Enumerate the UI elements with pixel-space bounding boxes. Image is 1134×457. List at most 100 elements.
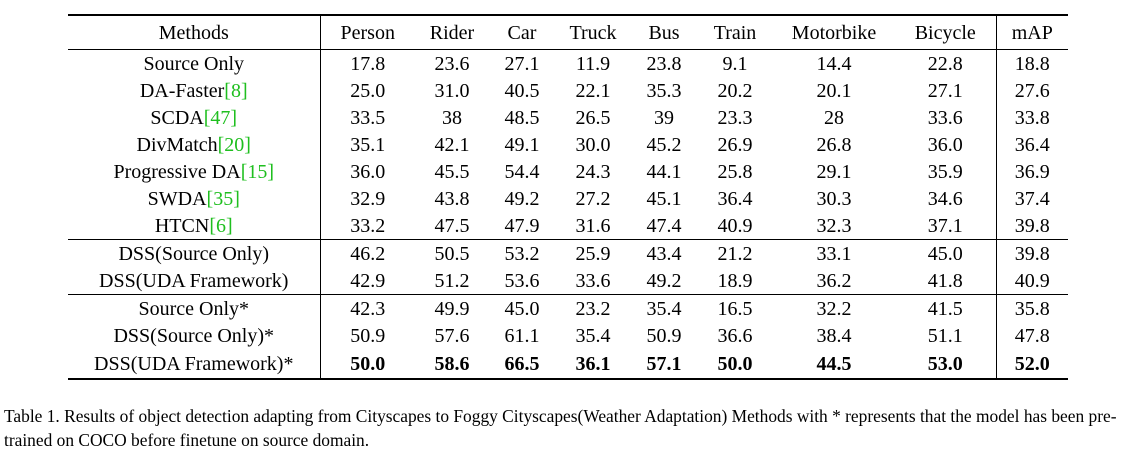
table-row: DSS(UDA Framework) 42.9 51.2 53.6 33.6 49.2 18… [68, 267, 1068, 295]
header-car: Car [489, 14, 555, 50]
value-cell: 32.9 [350, 187, 386, 210]
value-cell: 37.1 [927, 214, 963, 237]
value-cell: 47.4 [646, 214, 682, 237]
value-cell: 47.8 [995, 322, 1068, 349]
value-cell: 51.2 [434, 269, 470, 292]
value-cell: 30.0 [575, 133, 611, 156]
value-cell: 17.8 [320, 49, 415, 77]
value-cell: 33.6 [927, 106, 963, 129]
table-row: DA-Faster[8] 25.0 31.0 40.5 22.1 35.3 20.2 20.1… [68, 77, 1068, 104]
method-name: Source Only [143, 52, 245, 75]
value-cell: 50.5 [415, 239, 489, 267]
header-motorbike: Motorbike [773, 14, 895, 50]
table-body: Source Only 17.8 23.6 27.1 11.9 23.8 9.1 14.4 22… [68, 49, 1068, 380]
value-cell: 61.1 [504, 324, 540, 347]
value-cell: 33.5 [350, 106, 386, 129]
value-cell: 25.0 [350, 79, 386, 102]
value-cell: 49.2 [504, 187, 540, 210]
value-cell: 26.8 [816, 133, 852, 156]
value-cell: 46.2 [320, 239, 415, 267]
value-cell: 39.8 [995, 212, 1068, 240]
method-cell: SCDA[47] [68, 104, 321, 131]
value-cell: 43.8 [434, 187, 470, 210]
header-rider: Rider [415, 14, 489, 50]
value-cell: 35.4 [575, 324, 611, 347]
value-cell: 57.6 [434, 324, 470, 347]
value-cell: 41.8 [927, 269, 963, 292]
value-cell: 39 [654, 106, 674, 129]
method-name: SCDA [150, 106, 204, 129]
value-cell: 40.5 [504, 79, 540, 102]
method-name: DivMatch [136, 133, 218, 156]
value-cell: 54.4 [504, 160, 540, 183]
value-cell: 33.1 [773, 239, 895, 267]
value-cell: 35.9 [927, 160, 963, 183]
header-methods: Methods [68, 14, 321, 50]
value-cell: 23.6 [415, 49, 489, 77]
value-cell: 23.2 [555, 294, 631, 322]
method-name: Progressive DA [113, 160, 241, 183]
method-name: HTCN [154, 214, 210, 237]
results-table-container: Methods Person Rider Car Truck Bus Train… [68, 14, 1068, 380]
value-cell: 25.9 [555, 239, 631, 267]
method-cell: SWDA[35] [68, 185, 321, 212]
value-cell: 35.8 [995, 294, 1068, 322]
value-cell: 35.3 [646, 79, 682, 102]
citation-link[interactable]: [20] [217, 133, 251, 156]
value-cell: 36.0 [350, 160, 386, 183]
method-name: DSS(Source Only)* [113, 324, 275, 347]
value-cell: 42.1 [434, 133, 470, 156]
value-cell: 42.9 [350, 269, 386, 292]
citation-link[interactable]: [6] [209, 214, 233, 237]
value-cell: 33.8 [995, 104, 1068, 131]
value-cell: 28 [824, 106, 844, 129]
value-cell: 43.4 [631, 239, 697, 267]
value-cell: 24.3 [575, 160, 611, 183]
header-person: Person [320, 14, 415, 50]
value-cell: 9.1 [697, 49, 773, 77]
value-cell: 50.9 [350, 324, 386, 347]
table-row: DSS(Source Only)* 50.9 57.6 61.1 35.4 50.9 36.… [68, 322, 1068, 349]
method-name: Source Only* [138, 297, 250, 320]
header-map: mAP [995, 14, 1068, 50]
value-cell: 53.2 [489, 239, 555, 267]
value-cell: 31.0 [434, 79, 470, 102]
citation-link[interactable]: [15] [240, 160, 275, 183]
table-row: DSS(UDA Framework)* 50.0 58.6 66.5 36.1 57.1 5… [68, 349, 1068, 380]
method-name: DSS(UDA Framework) [99, 269, 289, 292]
value-cell: 32.2 [773, 294, 895, 322]
table-row: Source Only* 42.3 49.9 45.0 23.2 35.4 16.5 32.2… [68, 294, 1068, 322]
value-cell: 27.2 [575, 187, 611, 210]
method-cell: HTCN[6] [68, 212, 321, 240]
value-cell: 36.6 [717, 324, 753, 347]
value-cell: 29.1 [816, 160, 852, 183]
value-cell: 36.0 [927, 133, 963, 156]
citation-link[interactable]: [47] [203, 106, 238, 129]
value-cell: 18.8 [995, 49, 1068, 77]
value-cell: 38.4 [816, 324, 852, 347]
value-cell: 11.9 [555, 49, 631, 77]
citation-link[interactable]: [35] [206, 187, 240, 210]
header-truck: Truck [555, 14, 631, 50]
value-cell: 36.4 [995, 131, 1068, 158]
value-cell: 47.9 [504, 214, 540, 237]
table-row: Source Only 17.8 23.6 27.1 11.9 23.8 9.1 14.4 22… [68, 49, 1068, 77]
table-row: DSS(Source Only) 46.2 50.5 53.2 25.9 43.4 21.2… [68, 239, 1068, 267]
value-cell: 58.6 [415, 349, 489, 380]
value-cell: 30.3 [816, 187, 852, 210]
value-cell: 49.2 [646, 269, 682, 292]
header-bicycle: Bicycle [895, 14, 996, 50]
method-cell: DSS(UDA Framework) [68, 267, 321, 295]
value-cell: 20.2 [717, 79, 753, 102]
value-cell: 26.5 [575, 106, 611, 129]
value-cell: 32.3 [816, 214, 852, 237]
value-cell: 16.5 [697, 294, 773, 322]
value-cell: 44.5 [773, 349, 895, 380]
value-cell: 42.3 [320, 294, 415, 322]
method-cell: DA-Faster[8] [68, 77, 321, 104]
citation-link[interactable]: [8] [224, 79, 248, 102]
table-caption: Table 1. Results of object detection ada… [4, 406, 1117, 450]
value-cell: 66.5 [489, 349, 555, 380]
method-name: SWDA [147, 187, 207, 210]
value-cell: 45.1 [646, 187, 682, 210]
